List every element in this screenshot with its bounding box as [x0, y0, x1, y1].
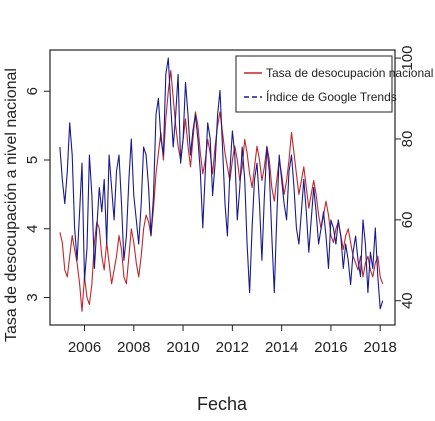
legend-label-unemployment: Tasa de desocupación nacional	[266, 66, 433, 80]
y-left-axis-label: Tasa de desocupación a nivel nacional	[3, 68, 20, 342]
legend-box	[235, 55, 393, 113]
series-layer	[59, 57, 384, 312]
legend-label-google-trends: Índice de Google Trends	[266, 89, 397, 104]
series-line-google-trends	[59, 57, 384, 310]
x-axis-label: Fecha	[197, 394, 248, 414]
y-left-tick-label: 6	[24, 87, 41, 95]
x-axis: 2006 2008 2010 2012 2014 2016 2018	[68, 325, 397, 356]
y-left-tick-label: 5	[24, 156, 41, 164]
x-tick-label: 2006	[68, 339, 101, 356]
y-right-axis: 40 60 80 100	[395, 46, 416, 309]
y-left-axis: 3 4 5 6	[24, 87, 50, 302]
x-tick-label: 2008	[117, 339, 150, 356]
x-tick-label: 2016	[314, 339, 347, 356]
x-tick-label: 2010	[166, 339, 199, 356]
plot-frame	[49, 49, 396, 326]
y-right-tick-label: 80	[399, 131, 416, 148]
x-tick-label: 2014	[265, 339, 298, 356]
x-tick-label: 2018	[364, 339, 397, 356]
y-right-tick-label: 40	[399, 292, 416, 309]
x-tick-label: 2012	[216, 339, 249, 356]
y-left-tick-label: 3	[24, 293, 41, 301]
y-right-tick-label: 60	[399, 212, 416, 229]
y-right-tick-label: 100	[399, 46, 416, 71]
y-left-tick-label: 4	[24, 225, 41, 233]
legend: Tasa de desocupación nacional Índice de …	[235, 55, 433, 113]
